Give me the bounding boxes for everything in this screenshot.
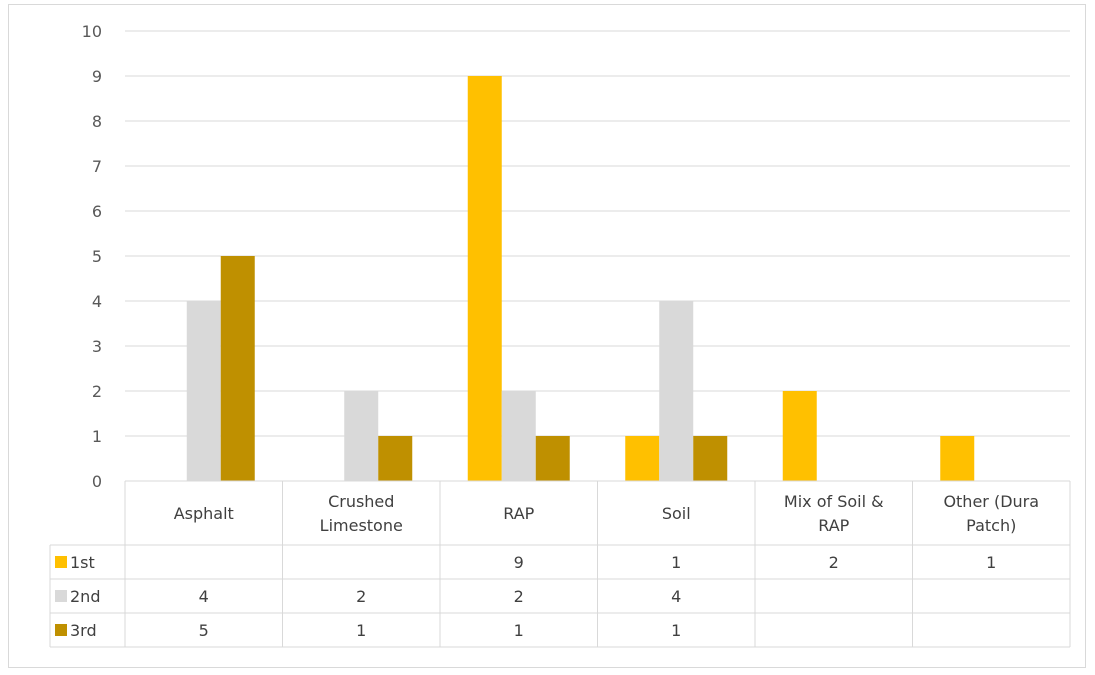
- category-label: Asphalt: [174, 504, 234, 523]
- y-tick-label: 6: [92, 202, 102, 221]
- category-label: RAP: [503, 504, 534, 523]
- data-table-value: 2: [829, 553, 839, 572]
- bar-2nd: [344, 391, 379, 481]
- y-tick-label: 2: [92, 382, 102, 401]
- bar-1st: [782, 391, 817, 481]
- y-tick-label: 1: [92, 427, 102, 446]
- data-table-value: 1: [514, 621, 524, 640]
- y-tick-label: 4: [92, 292, 102, 311]
- category-label: Crushed: [328, 492, 394, 511]
- data-table-value: 1: [986, 553, 996, 572]
- bar-3rd: [378, 436, 413, 481]
- data-table-value: 4: [199, 587, 209, 606]
- bar-1st: [940, 436, 975, 481]
- category-label: Soil: [662, 504, 691, 523]
- bar-2nd: [186, 301, 221, 481]
- legend-label: 2nd: [70, 587, 100, 606]
- bar-2nd: [501, 391, 536, 481]
- category-label: Mix of Soil &: [784, 492, 884, 511]
- y-tick-label: 0: [92, 472, 102, 491]
- data-table-value: 4: [671, 587, 681, 606]
- data-table-value: 2: [356, 587, 366, 606]
- y-tick-label: 9: [92, 67, 102, 86]
- y-tick-label: 7: [92, 157, 102, 176]
- bar-3rd: [220, 256, 255, 481]
- bar-1st: [467, 76, 502, 481]
- y-tick-label: 3: [92, 337, 102, 356]
- data-table-value: 2: [514, 587, 524, 606]
- data-table-value: 1: [671, 553, 681, 572]
- bar-2nd: [659, 301, 694, 481]
- y-tick-label: 10: [82, 22, 102, 41]
- data-table-value: 5: [199, 621, 209, 640]
- legend-key-2nd: [55, 590, 67, 602]
- category-label: Limestone: [320, 516, 403, 535]
- data-table-value: 1: [671, 621, 681, 640]
- legend-label: 3rd: [70, 621, 97, 640]
- category-label: Patch): [966, 516, 1016, 535]
- category-label: Other (Dura: [943, 492, 1039, 511]
- bar-1st: [625, 436, 660, 481]
- bar-3rd: [693, 436, 728, 481]
- data-table-value: 9: [514, 553, 524, 572]
- bar-3rd: [535, 436, 570, 481]
- legend-key-3rd: [55, 624, 67, 636]
- y-tick-label: 5: [92, 247, 102, 266]
- category-label: RAP: [818, 516, 849, 535]
- legend-label: 1st: [70, 553, 95, 572]
- legend-key-1st: [55, 556, 67, 568]
- y-tick-label: 8: [92, 112, 102, 131]
- chart-frame: [8, 4, 1086, 668]
- data-table-value: 1: [356, 621, 366, 640]
